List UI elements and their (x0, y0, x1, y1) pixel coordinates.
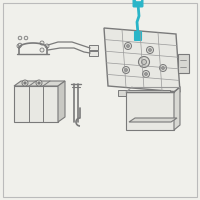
Circle shape (22, 80, 28, 86)
Circle shape (40, 41, 44, 45)
FancyBboxPatch shape (89, 45, 98, 50)
Circle shape (24, 36, 28, 40)
Polygon shape (129, 118, 177, 122)
Circle shape (17, 44, 21, 48)
Circle shape (124, 68, 128, 72)
Polygon shape (126, 92, 174, 130)
Circle shape (162, 66, 164, 70)
Circle shape (138, 56, 150, 68)
FancyBboxPatch shape (134, 31, 142, 40)
Polygon shape (14, 81, 65, 86)
Circle shape (24, 82, 26, 84)
Circle shape (142, 71, 150, 77)
Circle shape (124, 43, 132, 49)
Polygon shape (14, 86, 58, 122)
FancyBboxPatch shape (118, 90, 170, 96)
Circle shape (18, 36, 22, 40)
Circle shape (38, 82, 40, 84)
Circle shape (122, 66, 130, 73)
Circle shape (18, 43, 22, 47)
Circle shape (45, 44, 49, 48)
FancyBboxPatch shape (178, 53, 188, 72)
Polygon shape (58, 81, 65, 122)
Circle shape (146, 46, 154, 53)
Circle shape (148, 48, 152, 51)
Circle shape (40, 48, 44, 52)
Circle shape (127, 45, 130, 47)
Circle shape (160, 64, 166, 72)
Circle shape (142, 60, 146, 64)
FancyBboxPatch shape (133, 0, 143, 7)
Polygon shape (174, 87, 180, 130)
Polygon shape (104, 28, 180, 92)
Circle shape (144, 72, 148, 75)
Circle shape (36, 80, 42, 86)
FancyBboxPatch shape (89, 51, 98, 56)
